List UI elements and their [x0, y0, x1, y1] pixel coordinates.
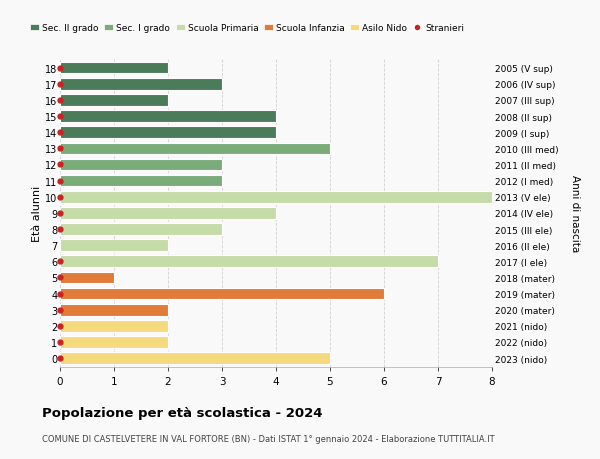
Bar — [60, 353, 330, 364]
Bar — [60, 224, 222, 235]
Bar — [60, 143, 330, 155]
Bar — [60, 256, 438, 268]
Bar — [60, 320, 168, 332]
Legend: Sec. II grado, Sec. I grado, Scuola Primaria, Scuola Infanzia, Asilo Nido, Stran: Sec. II grado, Sec. I grado, Scuola Prim… — [30, 24, 464, 33]
Text: Popolazione per età scolastica - 2024: Popolazione per età scolastica - 2024 — [42, 406, 323, 419]
Bar — [60, 95, 168, 106]
Bar — [60, 304, 168, 316]
Bar — [60, 336, 168, 348]
Bar — [60, 272, 114, 284]
Bar — [60, 191, 492, 203]
Bar — [60, 111, 276, 123]
Bar — [60, 288, 384, 300]
Text: COMUNE DI CASTELVETERE IN VAL FORTORE (BN) - Dati ISTAT 1° gennaio 2024 - Elabor: COMUNE DI CASTELVETERE IN VAL FORTORE (B… — [42, 434, 494, 443]
Bar — [60, 63, 168, 74]
Bar — [60, 240, 168, 252]
Y-axis label: Anni di nascita: Anni di nascita — [569, 175, 580, 252]
Bar — [60, 207, 276, 219]
Bar — [60, 175, 222, 187]
Bar — [60, 79, 222, 90]
Bar — [60, 127, 276, 139]
Bar — [60, 159, 222, 171]
Y-axis label: Età alunni: Età alunni — [32, 185, 42, 241]
